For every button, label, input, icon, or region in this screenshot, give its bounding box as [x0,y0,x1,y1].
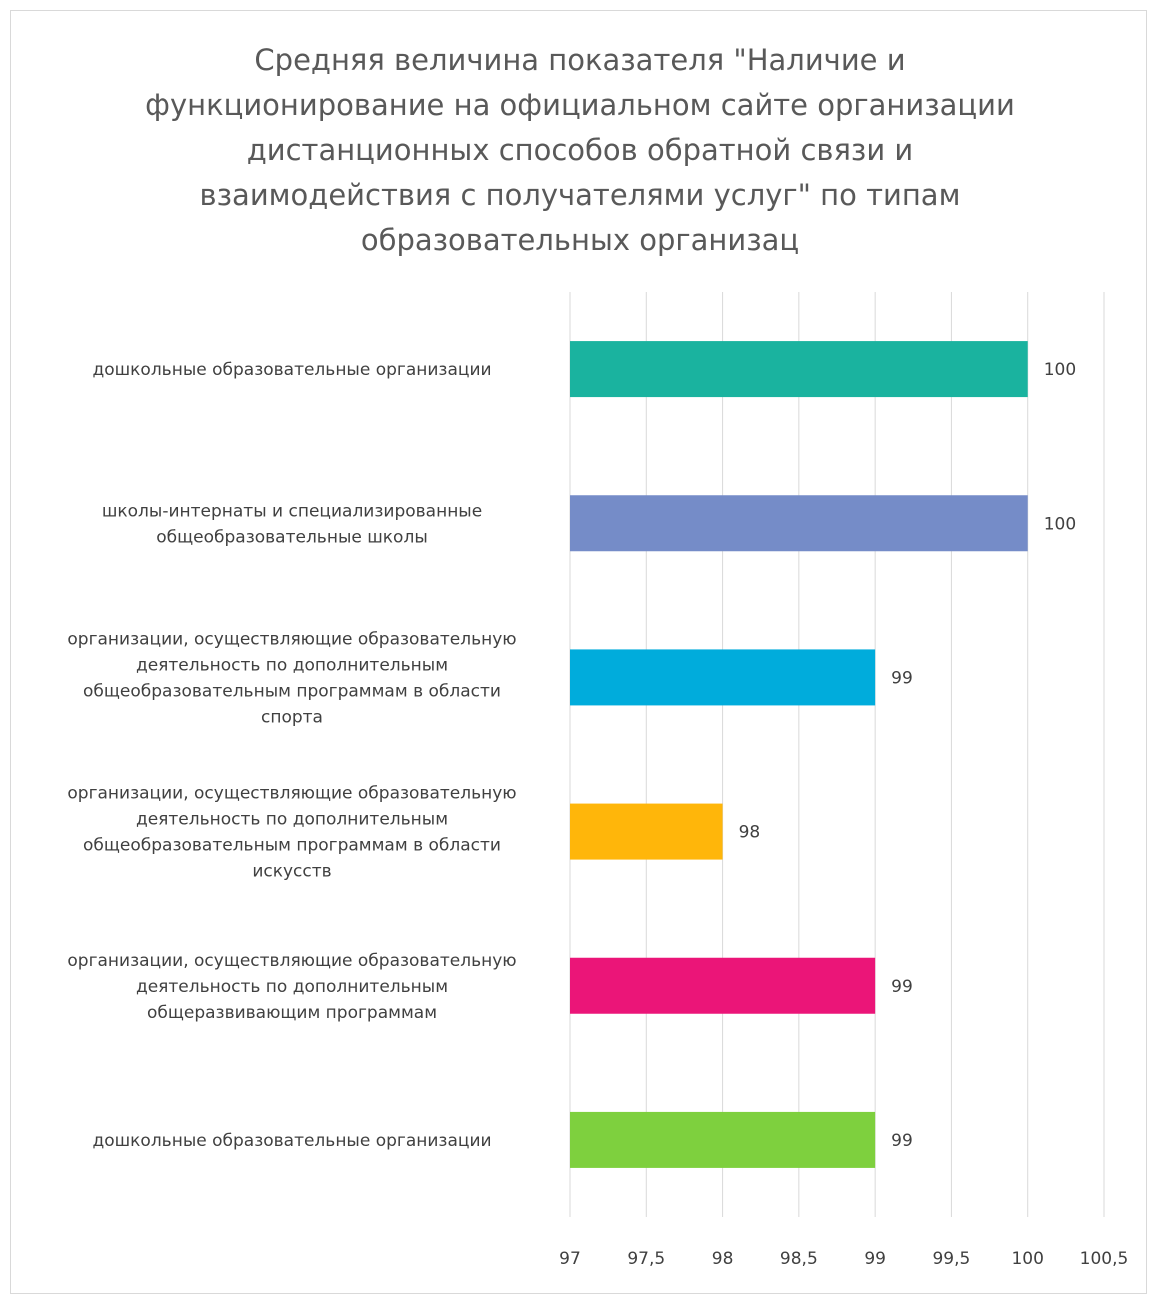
data-label: 98 [739,823,761,843]
bar [570,803,723,860]
bar [570,957,876,1014]
x-tick-label: 100 [1011,1249,1043,1269]
category-label: организации, осуществляющие образователь… [67,629,516,649]
category-label: спорта [261,707,323,727]
category-label: деятельность по дополнительным [136,810,448,830]
data-label: 99 [891,668,913,688]
category-label: искусств [252,862,331,882]
x-tick-label: 97,5 [627,1249,665,1269]
category-label: общеобразовательные школы [156,527,428,547]
chart-frame [10,10,1147,1294]
x-tick-label: 99,5 [932,1249,970,1269]
x-tick-label: 98 [712,1249,734,1269]
x-tick-label: 97 [559,1249,581,1269]
chart-title: Средняя величина показателя "Наличие и ф… [145,43,1015,257]
bar [570,341,1028,398]
data-label: 100 [1044,360,1076,380]
category-label: общеобразовательным программам в области [83,836,501,856]
data-label: 99 [891,977,913,997]
x-tick-label: 99 [864,1249,886,1269]
data-label: 99 [891,1131,913,1151]
category-label: деятельность по дополнительным [136,977,448,997]
data-label: 100 [1044,514,1076,534]
x-tick-label: 100,5 [1080,1249,1129,1269]
bar [570,495,1028,552]
category-label: деятельность по дополнительным [136,655,448,675]
category-label: дошкольные образовательные организации [92,1131,491,1151]
category-label: организации, осуществляющие образователь… [67,951,516,971]
category-label: организации, осуществляющие образователь… [67,784,516,804]
x-tick-label: 98,5 [780,1249,818,1269]
bar [570,649,876,706]
category-label: школы-интернаты и специализированные [102,501,482,521]
category-label: дошкольные образовательные организации [92,360,491,380]
bar [570,1111,876,1168]
category-label: общеразвивающим программам [147,1003,437,1023]
category-label: общеобразовательным программам в области [83,681,501,701]
